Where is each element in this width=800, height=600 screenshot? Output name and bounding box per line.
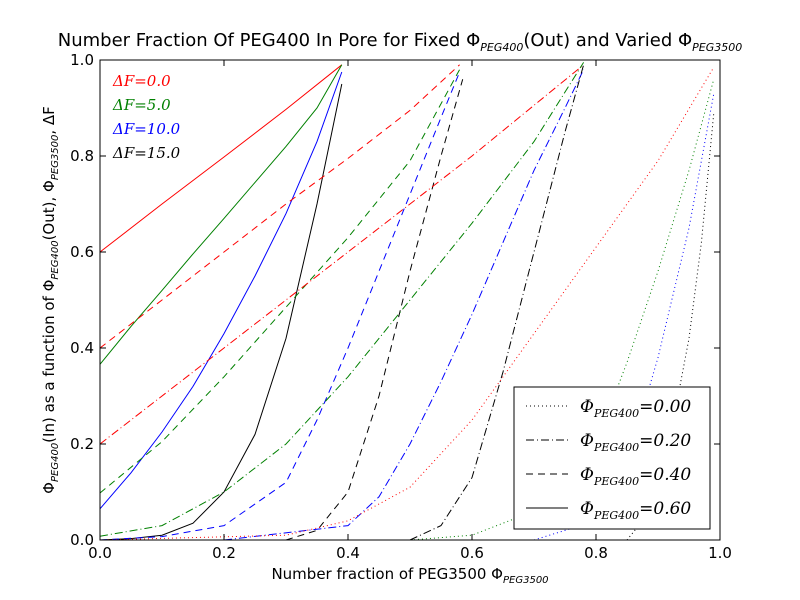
series-line-dashdot-dF15.0 xyxy=(409,64,585,541)
deltaF-annotations: ΔF=0.0 ΔF=5.0 ΔF=10.0 ΔF=15.0 xyxy=(112,72,181,162)
y-tick-label: 0.6 xyxy=(70,243,94,261)
annotation-deltaF-5: ΔF=5.0 xyxy=(112,96,171,114)
legend-label-2: ΦPEG400=0.40 xyxy=(580,465,691,488)
y-tick-label: 0.8 xyxy=(70,147,94,165)
legend: ΦPEG400=0.00 ΦPEG400=0.20 ΦPEG400=0.40 Φ… xyxy=(513,386,711,530)
y-tick-label: 1.0 xyxy=(70,51,94,69)
x-tick-label: 1.0 xyxy=(708,544,732,562)
legend-label-0: ΦPEG400=0.00 xyxy=(580,397,691,420)
series-line-solid-dF0.0 xyxy=(99,64,343,253)
x-tick-label: 0.4 xyxy=(336,544,360,562)
y-tick-label: 0.4 xyxy=(70,339,94,357)
series-line-dashed-dF15.0 xyxy=(285,79,464,541)
y-tick-label: 0.0 xyxy=(70,531,94,549)
series-line-dotted-dF10.0 xyxy=(533,93,715,541)
annotation-deltaF-0: ΔF=0.0 xyxy=(112,72,171,90)
series-line-dashdot-dF10.0 xyxy=(223,69,585,541)
x-tick-label: 0.6 xyxy=(460,544,484,562)
series-line-dashed-dF0.0 xyxy=(99,64,460,349)
series-line-dashdot-dF5.0 xyxy=(99,62,585,537)
series-line-solid-dF5.0 xyxy=(99,64,343,365)
tick-layer: 0.0 0.2 0.4 0.6 0.8 1.0 0.0 0.2 0.4 0.6 0.8 1.0 xyxy=(70,51,732,562)
y-axis-label: ΦPEG400(In) as a function of ΦPEG400(Out… xyxy=(40,106,61,494)
series-line-dashed-dF10.0 xyxy=(99,71,461,541)
legend-label-1: ΦPEG400=0.20 xyxy=(580,431,691,454)
legend-label-3: ΦPEG400=0.60 xyxy=(580,499,691,522)
annotation-deltaF-10: ΔF=10.0 xyxy=(112,120,181,138)
x-tick-label: 0.2 xyxy=(212,544,236,562)
annotation-deltaF-15: ΔF=15.0 xyxy=(112,144,181,162)
x-tick-label: 0.8 xyxy=(584,544,608,562)
x-tick-label: 0.0 xyxy=(88,544,112,562)
x-axis-label: Number fraction of PEG3500 ΦPEG3500 xyxy=(271,565,548,586)
chart-title: Number Fraction Of PEG400 In Pore for Fi… xyxy=(58,30,743,54)
series-layer xyxy=(99,62,715,541)
y-tick-label: 0.2 xyxy=(70,435,94,453)
axes-frame xyxy=(99,59,721,541)
legend-box xyxy=(513,386,711,530)
